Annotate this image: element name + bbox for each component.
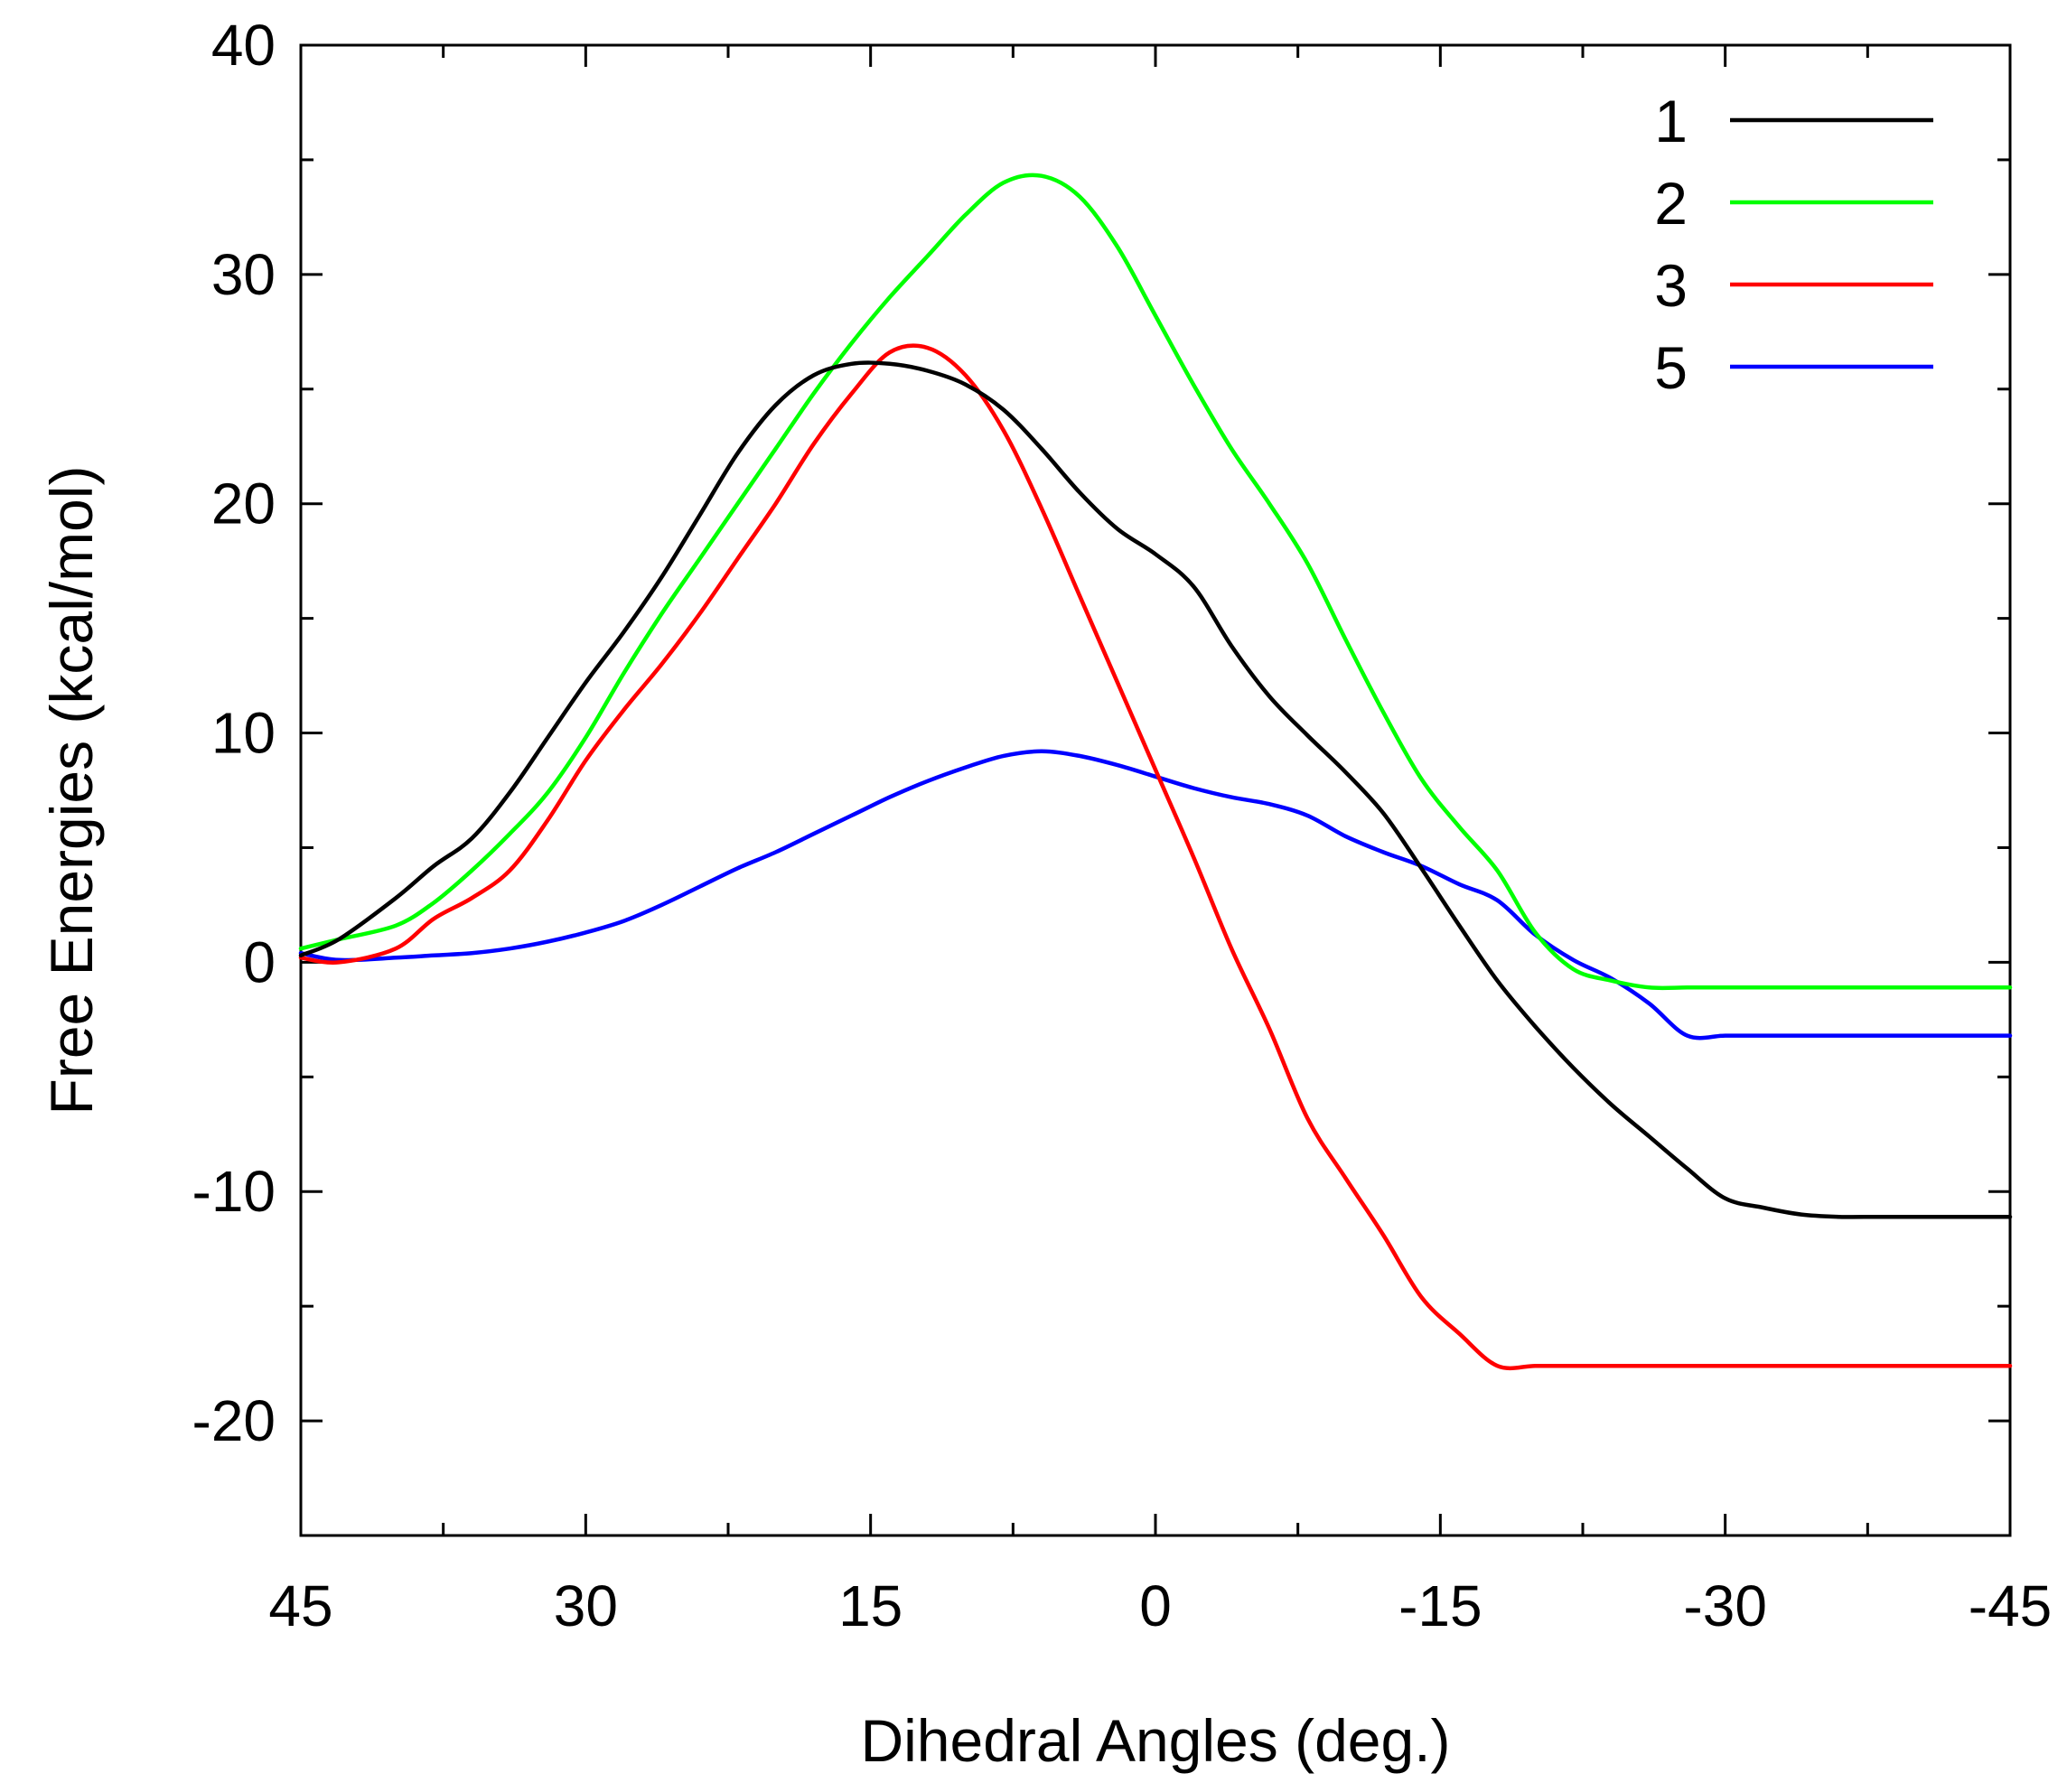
plot-frame: [299, 43, 2012, 1537]
x-axis-title: Dihedral Angles (deg.): [860, 1707, 1450, 1774]
legend-label: 5: [1654, 334, 1688, 401]
y-axis-title: Free Energies (kcal/mol): [38, 466, 105, 1115]
legend-label: 3: [1654, 252, 1688, 319]
legend-item-1: 1: [1654, 88, 1933, 154]
x-tick-label: -30: [1683, 1573, 1767, 1638]
series-layer: [298, 173, 2013, 1371]
y-tick-label: 40: [211, 13, 276, 78]
x-tick-label: 45: [268, 1573, 332, 1638]
series-line-1: [298, 360, 2013, 1219]
legend-item-3: 3: [1654, 252, 1933, 319]
series-line-5: [298, 749, 2013, 1041]
x-tick-label: -45: [1969, 1573, 2053, 1638]
y-tick-label: 30: [211, 242, 276, 307]
x-tick-label: 0: [1139, 1573, 1172, 1638]
legend: 1 2 3 5: [1654, 88, 1933, 401]
y-tick-label: 20: [211, 471, 276, 537]
legend-item-2: 2: [1654, 170, 1933, 237]
legend-label: 1: [1654, 88, 1688, 154]
x-tick-label: -15: [1398, 1573, 1482, 1638]
legend-label: 2: [1654, 170, 1688, 237]
y-tick-label: -20: [192, 1388, 276, 1453]
series-line-2: [298, 173, 2013, 991]
x-tick-label: 30: [554, 1573, 618, 1638]
y-tick-label: -10: [192, 1159, 276, 1224]
y-tick-label: 10: [211, 701, 276, 766]
y-tick-label: 0: [243, 929, 276, 994]
x-tick-label: 15: [838, 1573, 903, 1638]
series-line-3: [298, 343, 2013, 1371]
legend-item-5: 5: [1654, 334, 1933, 401]
